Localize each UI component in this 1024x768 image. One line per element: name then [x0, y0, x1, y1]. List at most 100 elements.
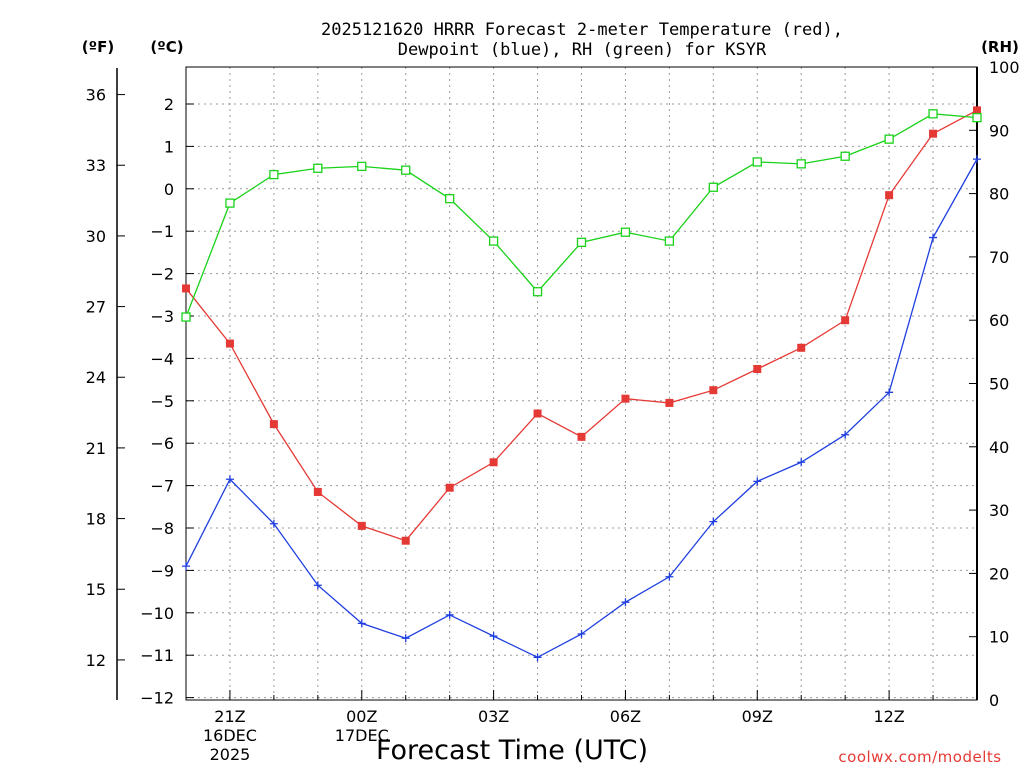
celsius-tick-label: −11	[140, 646, 174, 665]
rh-tick-label: 70	[989, 248, 1009, 267]
rh-point	[620, 227, 631, 237]
fahrenheit-tick-label: 30	[86, 227, 106, 246]
rh-tick-label: 10	[989, 628, 1009, 647]
celsius-tick-label: −6	[150, 434, 174, 453]
dewpoint-point	[621, 598, 630, 607]
fahrenheit-unit-label: (ºF)	[82, 38, 114, 56]
dewpoint-point	[665, 572, 674, 581]
fahrenheit-tick-label: 24	[86, 368, 106, 387]
temperature-point	[182, 284, 190, 293]
chart-title-line-2: Dewpoint (blue), RH (green) for KSYR	[398, 40, 767, 60]
temperature-point	[577, 432, 586, 441]
rh-point	[401, 165, 411, 175]
rh-tick-label: 60	[989, 311, 1009, 330]
fahrenheit-tick-label: 33	[86, 156, 106, 175]
temperature-point	[445, 483, 454, 492]
temperature-point	[841, 316, 850, 325]
fahrenheit-tick-label: 18	[86, 510, 106, 529]
dewpoint-point	[709, 517, 718, 526]
x-axis-label: Forecast Time (UTC)	[376, 735, 648, 766]
rh-point	[972, 112, 982, 123]
rh-tick-label: 0	[989, 691, 999, 710]
dewpoint-point	[225, 475, 234, 484]
temperature-point	[973, 106, 981, 115]
temperature-point	[357, 521, 366, 530]
rh-point	[708, 182, 718, 192]
rh-point	[928, 109, 938, 119]
dewpoint-point	[489, 632, 498, 641]
rh-point	[269, 169, 279, 180]
temperature-point	[885, 191, 894, 200]
rh-point	[488, 236, 499, 246]
data-series	[181, 106, 982, 662]
dewpoint-point	[445, 610, 454, 619]
x-tick-label: 16DEC	[203, 726, 257, 745]
dewpoint-point	[533, 653, 542, 662]
temperature-point	[709, 386, 718, 395]
rh-point	[796, 159, 806, 169]
rh-tick-label: 40	[989, 438, 1009, 457]
rh-tick-label: 100	[989, 58, 1020, 77]
celsius-tick-label: 1	[164, 137, 174, 156]
celsius-tick-label: 0	[164, 180, 174, 199]
dewpoint-point	[313, 581, 322, 590]
celsius-tick-label: −10	[140, 604, 174, 623]
temperature-point	[489, 458, 498, 467]
rh-point	[225, 198, 235, 208]
rh-point	[840, 151, 850, 161]
temperature-point	[533, 409, 542, 418]
rh-tick-label: 30	[989, 501, 1009, 520]
x-tick-label: 21Z	[214, 707, 245, 726]
celsius-tick-label: −3	[150, 307, 174, 326]
footer-credit: coolwx.com/modelts	[838, 748, 1001, 766]
x-tick-label: 2025	[210, 745, 251, 764]
rh-tick-label: 80	[989, 185, 1009, 204]
temperature-point	[313, 487, 322, 496]
fahrenheit-tick-label: 15	[86, 580, 106, 599]
celsius-unit-label: (ºC)	[150, 38, 183, 56]
temperature-point	[269, 420, 278, 429]
temperature-point	[665, 398, 674, 407]
celsius-tick-label: −1	[150, 222, 174, 241]
dewpoint-point	[357, 619, 366, 628]
celsius-tick-label: −4	[150, 349, 174, 368]
temperature-point	[401, 536, 410, 545]
fahrenheit-tick-label: 36	[86, 86, 106, 105]
rh-point	[445, 194, 455, 204]
rh-tick-label: 20	[989, 564, 1009, 583]
temperature-point	[225, 339, 234, 348]
rh-point	[313, 163, 323, 173]
x-tick-label: 03Z	[478, 707, 509, 726]
rh-unit-label: (RH)	[981, 38, 1019, 56]
dewpoint-point	[577, 630, 586, 638]
dewpoint-point	[841, 430, 850, 439]
celsius-tick-label: −2	[150, 265, 174, 284]
x-tick-label: 09Z	[742, 707, 773, 726]
celsius-tick-label: −9	[150, 561, 174, 580]
celsius-tick-label: −7	[150, 477, 174, 496]
celsius-tick-label: 2	[164, 95, 174, 114]
axis-labels: 2025121620 HRRR Forecast 2-meter Tempera…	[82, 20, 1020, 766]
rh-point	[576, 237, 587, 247]
x-tick-label: 00Z	[346, 707, 377, 726]
dewpoint-point	[797, 458, 806, 467]
x-tick-label: 12Z	[873, 707, 904, 726]
x-tick-label: 17DEC	[335, 726, 389, 745]
dewpoint-point	[182, 562, 190, 571]
dewpoint-point	[401, 634, 410, 643]
rh-tick-label: 90	[989, 121, 1009, 140]
dewpoint-point	[753, 477, 762, 486]
rh-point	[752, 157, 762, 167]
rh-point	[181, 312, 191, 322]
celsius-tick-label: −5	[150, 392, 174, 411]
axes	[116, 66, 978, 701]
x-tick-label: 06Z	[610, 707, 641, 726]
dewpoint-point	[269, 519, 278, 528]
celsius-tick-label: −8	[150, 519, 174, 538]
dewpoint-point	[929, 233, 938, 242]
dewpoint-point	[973, 155, 981, 164]
fahrenheit-tick-label: 21	[86, 439, 106, 458]
fahrenheit-tick-label: 12	[86, 651, 106, 670]
